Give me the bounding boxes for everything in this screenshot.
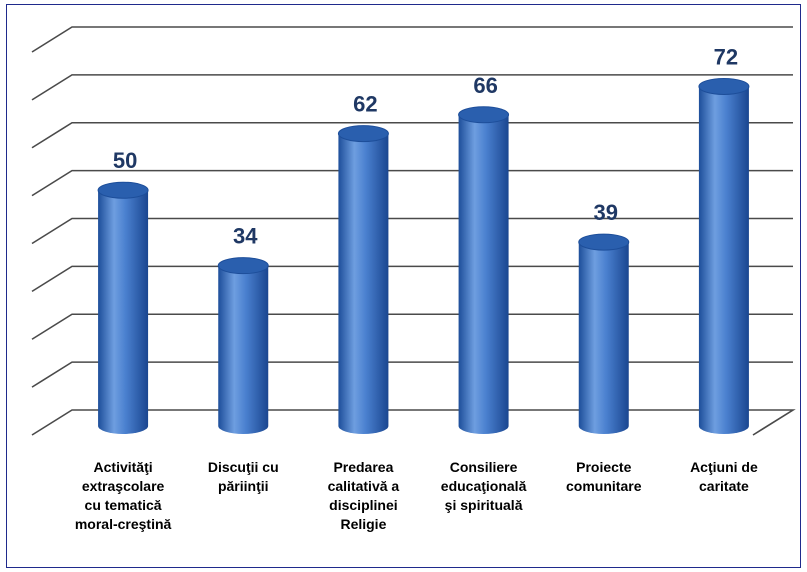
data-label: 62	[353, 92, 377, 117]
value-labels: 50 34 62 66 39 72	[113, 44, 738, 248]
gridline	[31, 121, 793, 149]
category-label: Discuţii cu păriinţii	[207, 459, 279, 494]
category-label: Consiliere educaţională şi spirituală	[440, 459, 527, 513]
bar-top	[97, 181, 149, 199]
bar-cylinder	[98, 190, 149, 434]
data-label: 39	[594, 200, 618, 225]
category-label: Activităţi extraşcolare cu tematică mora…	[74, 459, 172, 532]
bar-top	[217, 257, 269, 275]
bar-cylinder	[698, 86, 749, 435]
data-label: 72	[714, 44, 738, 69]
gridline	[31, 265, 793, 293]
floor-line	[31, 409, 796, 436]
gridline	[31, 74, 793, 101]
bar-top	[698, 77, 750, 95]
bar-top	[458, 106, 510, 124]
data-label: 50	[113, 148, 137, 173]
bar-top	[578, 233, 630, 251]
gridline	[31, 26, 793, 53]
bar-cylinder	[578, 242, 629, 434]
bar-cylinder	[458, 114, 509, 435]
gridline	[31, 217, 793, 245]
gridline	[31, 169, 793, 197]
bar-cylinder	[218, 265, 269, 434]
gridlines	[31, 26, 796, 436]
bar-top	[337, 125, 389, 143]
category-label: Predarea calitativă a disciplinei Religi…	[327, 459, 400, 532]
gridline	[31, 361, 793, 388]
data-label: 34	[233, 224, 258, 249]
bar-cylinder	[338, 133, 389, 434]
gridline	[31, 313, 793, 340]
category-label: Proiecte comunitare	[566, 459, 642, 494]
bars	[97, 77, 750, 435]
category-label: Acţiuni de caritate	[690, 459, 758, 494]
data-label: 66	[473, 73, 497, 98]
